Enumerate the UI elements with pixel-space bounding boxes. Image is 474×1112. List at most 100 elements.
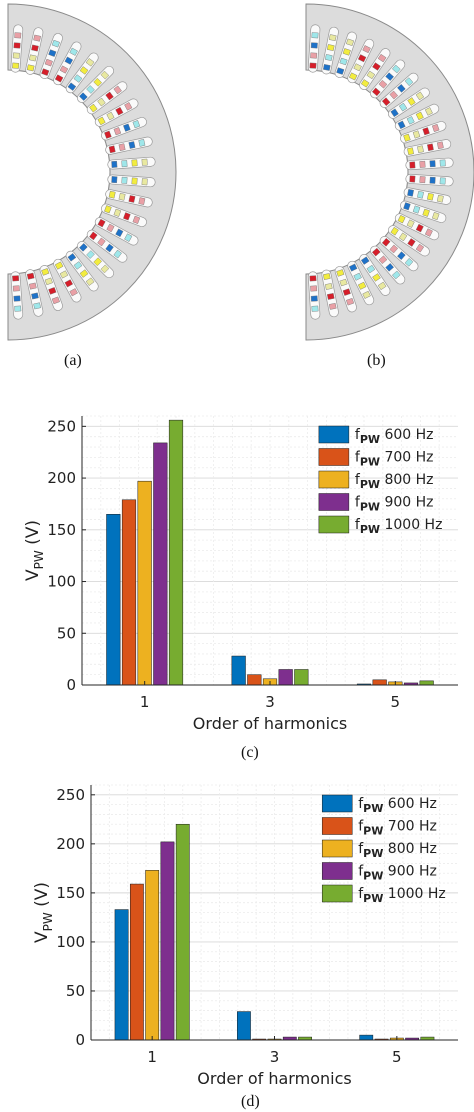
- coil-conductor: [324, 283, 333, 290]
- legend-label: fPW 1000 Hz: [358, 886, 446, 905]
- bar-f-pw-900-hz-h1: [160, 841, 175, 1041]
- coil-conductor: [123, 123, 131, 132]
- coil-conductor: [64, 279, 74, 288]
- y-tick-label: 250: [56, 786, 85, 804]
- x-tick-label: 1: [147, 1048, 157, 1066]
- coil-conductor: [412, 130, 421, 139]
- coil-conductor: [113, 127, 122, 136]
- bar-f-pw-600-hz-h5: [359, 1034, 374, 1041]
- coil-conductor: [128, 141, 136, 149]
- coil-conductor: [97, 116, 106, 126]
- coil-conductor: [429, 160, 436, 168]
- coil-conductor: [104, 130, 112, 139]
- stator-slot: [25, 27, 44, 75]
- y-tick-label: 200: [47, 469, 76, 487]
- bar-f-pw-1000-hz-h3: [294, 669, 309, 686]
- coil-conductor: [339, 57, 348, 66]
- coil-conductor: [113, 208, 122, 217]
- legend-swatch: [321, 884, 353, 903]
- coil-conductor: [85, 277, 95, 286]
- legend-swatch: [321, 862, 353, 880]
- coil-conductor: [328, 34, 337, 42]
- stator-slot: [321, 26, 339, 75]
- bar-f-pw-800-hz-h1: [137, 480, 152, 686]
- coil-conductor: [111, 176, 118, 184]
- coil-conductor: [407, 238, 416, 247]
- x-tick-label: 5: [391, 693, 401, 711]
- coil-conductor: [415, 91, 425, 101]
- legend-swatch: [318, 425, 350, 444]
- coil-conductor: [366, 264, 376, 274]
- caption-b: (b): [367, 352, 386, 369]
- stator-slot: [394, 213, 440, 241]
- y-tick-label: 150: [56, 884, 85, 902]
- legend-label: fPW 600 Hz: [358, 796, 437, 815]
- y-axis-label: VPW (V): [23, 520, 46, 581]
- coil-conductor: [131, 159, 138, 167]
- coil-conductor: [427, 192, 434, 201]
- stator-slot: [334, 31, 357, 78]
- coil-conductor: [54, 261, 64, 270]
- coil-conductor: [124, 233, 133, 242]
- coil-conductor: [378, 255, 388, 265]
- stator-slot: [388, 87, 430, 119]
- bar-f-pw-700-hz-h1: [129, 883, 144, 1041]
- coil-conductor: [115, 228, 124, 238]
- legend-label: fPW 600 Hz: [355, 427, 434, 446]
- bar-f-pw-800-hz-h1: [145, 870, 160, 1041]
- bar-f-pw-1000-hz-h1: [168, 419, 184, 686]
- coil-conductor: [310, 285, 318, 292]
- coil-conductor: [324, 54, 333, 61]
- coil-conductor: [417, 190, 424, 199]
- stator-slot: [94, 98, 139, 127]
- legend-swatch: [318, 493, 350, 511]
- coil-conductor: [419, 176, 426, 184]
- coil-conductor: [378, 79, 388, 89]
- coil-conductor: [69, 47, 78, 56]
- coil-conductor: [48, 49, 57, 57]
- coil-conductor: [51, 296, 60, 305]
- coil-conductor: [432, 212, 440, 221]
- coil-conductor: [79, 92, 88, 101]
- coil-conductor: [28, 54, 37, 62]
- coil-conductor: [432, 123, 440, 132]
- coil-conductor: [372, 62, 381, 71]
- stator-slot: [101, 117, 147, 141]
- stator-slot: [10, 24, 24, 73]
- coil-conductor: [422, 127, 430, 136]
- coil-conductor: [89, 231, 98, 241]
- coil-conductor: [106, 111, 115, 121]
- coil-conductor: [404, 257, 414, 267]
- stator-slot: [101, 203, 147, 227]
- x-axis-label: Order of harmonics: [197, 1069, 351, 1088]
- coil-conductor: [397, 84, 406, 93]
- coil-conductor: [12, 275, 20, 282]
- coil-conductor: [138, 139, 146, 147]
- y-tick-label: 50: [57, 624, 76, 642]
- coil-conductor: [97, 237, 106, 247]
- coil-conductor: [398, 232, 408, 242]
- coil-conductor: [389, 90, 399, 100]
- stator-slot: [39, 265, 63, 311]
- coil-conductor: [371, 87, 381, 97]
- bar-f-pw-600-hz-h3: [231, 655, 246, 686]
- caption-d: (d): [241, 1093, 260, 1110]
- stator-slot: [105, 136, 153, 155]
- coil-conductor: [67, 82, 77, 91]
- y-tick-label: 0: [75, 1031, 85, 1049]
- stator-slot: [25, 269, 44, 317]
- x-tick-label: 5: [392, 1048, 402, 1066]
- coil-conductor: [86, 85, 95, 94]
- coil-conductor: [357, 54, 367, 63]
- y-axis-label: VPW (V): [32, 882, 55, 943]
- bar-chart-c: 0 50 100 150 200 250 1 3 5 Order of harmonics VPW …: [23, 415, 458, 733]
- coil-conductor: [339, 278, 348, 287]
- caption-c: (c): [241, 744, 259, 761]
- stator-slot: [347, 38, 375, 84]
- coil-conductor: [323, 64, 331, 71]
- stator-slot: [86, 81, 128, 115]
- coil-conductor: [118, 143, 126, 152]
- coil-conductor: [385, 72, 394, 81]
- legend-swatch: [321, 794, 353, 813]
